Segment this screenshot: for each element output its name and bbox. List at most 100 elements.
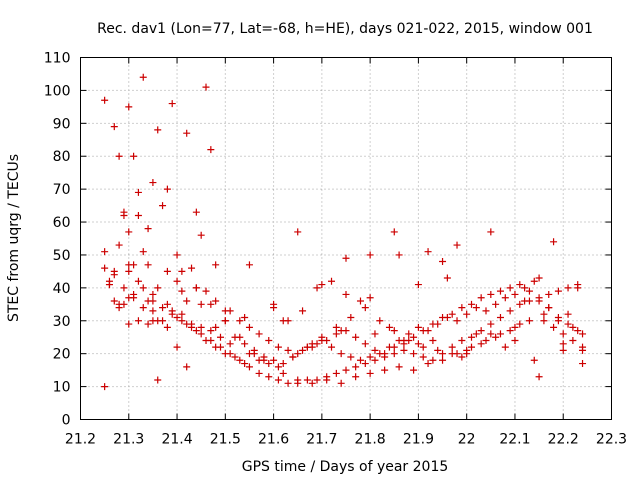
data-point: [226, 340, 234, 348]
data-point: [540, 310, 548, 318]
x-tick-label: 22.3: [596, 432, 627, 448]
data-point: [159, 202, 167, 210]
data-point: [424, 248, 432, 256]
data-point: [115, 152, 123, 160]
data-point: [207, 337, 215, 345]
y-tick-label: 60: [53, 215, 71, 231]
data-point: [550, 323, 558, 331]
x-tick-label: 21.2: [65, 432, 96, 448]
data-point: [545, 290, 553, 298]
data-point: [294, 228, 302, 236]
data-point: [236, 317, 244, 325]
data-point: [405, 330, 413, 338]
data-point: [414, 323, 422, 331]
data-point: [168, 100, 176, 108]
data-point: [299, 346, 307, 354]
data-point: [313, 284, 321, 292]
data-point: [410, 333, 418, 341]
data-point: [284, 346, 292, 354]
y-tick-label: 100: [44, 83, 71, 99]
data-point: [110, 297, 118, 305]
data-point: [376, 350, 384, 358]
ticks: 21.2 21.3 21.4 21.5 21.6 21.7 21.8 21.9 22 22.1 22…: [44, 51, 627, 448]
data-point: [192, 208, 200, 216]
data-point: [453, 317, 461, 325]
data-point: [356, 356, 364, 364]
data-point: [487, 228, 495, 236]
data-point: [448, 343, 456, 351]
x-tick-label: 21.4: [161, 432, 192, 448]
data-point: [245, 363, 253, 371]
x-tick-label: 21.3: [113, 432, 144, 448]
data-point: [347, 353, 355, 361]
data-point: [178, 267, 186, 275]
data-point: [337, 379, 345, 387]
data-point: [443, 274, 451, 282]
data-point: [178, 287, 186, 295]
data-point: [110, 271, 118, 279]
data-point: [115, 241, 123, 249]
data-point: [207, 327, 215, 335]
data-point: [168, 310, 176, 318]
data-point: [149, 307, 157, 315]
data-point: [318, 281, 326, 289]
y-tick-label: 80: [53, 149, 71, 165]
data-point: [188, 323, 196, 331]
data-point: [173, 251, 181, 259]
data-point: [134, 317, 142, 325]
data-point: [207, 146, 215, 154]
data-point: [448, 310, 456, 318]
data-point: [207, 300, 215, 308]
data-point: [265, 360, 273, 368]
data-point: [530, 356, 538, 364]
data-point: [501, 294, 509, 302]
data-point: [569, 323, 577, 331]
data-point: [130, 152, 138, 160]
data-point: [134, 211, 142, 219]
y-tick-label: 20: [53, 347, 71, 363]
data-point: [289, 353, 297, 361]
data-point: [337, 350, 345, 358]
y-tick-label: 0: [62, 413, 71, 429]
data-point: [371, 346, 379, 354]
data-point: [139, 248, 147, 256]
data-point: [255, 330, 263, 338]
data-point: [559, 330, 567, 338]
data-point: [352, 363, 360, 371]
data-point: [410, 350, 418, 358]
data-point: [216, 343, 224, 351]
data-point: [216, 333, 224, 341]
data-point: [506, 284, 514, 292]
data-point: [120, 211, 128, 219]
data-point: [279, 317, 287, 325]
data-point: [284, 379, 292, 387]
data-point: [173, 343, 181, 351]
data-point: [366, 251, 374, 259]
data-point: [115, 304, 123, 312]
data-point: [361, 360, 369, 368]
data-point: [511, 290, 519, 298]
data-point: [125, 294, 133, 302]
data-point: [487, 330, 495, 338]
data-point: [241, 340, 249, 348]
data-point: [255, 369, 263, 377]
data-point: [506, 327, 514, 335]
data-point: [332, 330, 340, 338]
data-point: [496, 287, 504, 295]
data-point: [149, 297, 157, 305]
data-point: [332, 369, 340, 377]
y-tick-label: 70: [53, 182, 71, 198]
x-tick-label: 21.6: [258, 432, 289, 448]
data-point: [352, 373, 360, 381]
data-point: [226, 307, 234, 315]
data-point: [559, 340, 567, 348]
data-point: [120, 300, 128, 308]
data-point: [579, 346, 587, 354]
data-point: [385, 343, 393, 351]
data-point: [226, 350, 234, 358]
data-point: [501, 343, 509, 351]
data-point: [192, 284, 200, 292]
data-point: [328, 343, 336, 351]
y-tick-label: 30: [53, 314, 71, 330]
data-point: [458, 353, 466, 361]
